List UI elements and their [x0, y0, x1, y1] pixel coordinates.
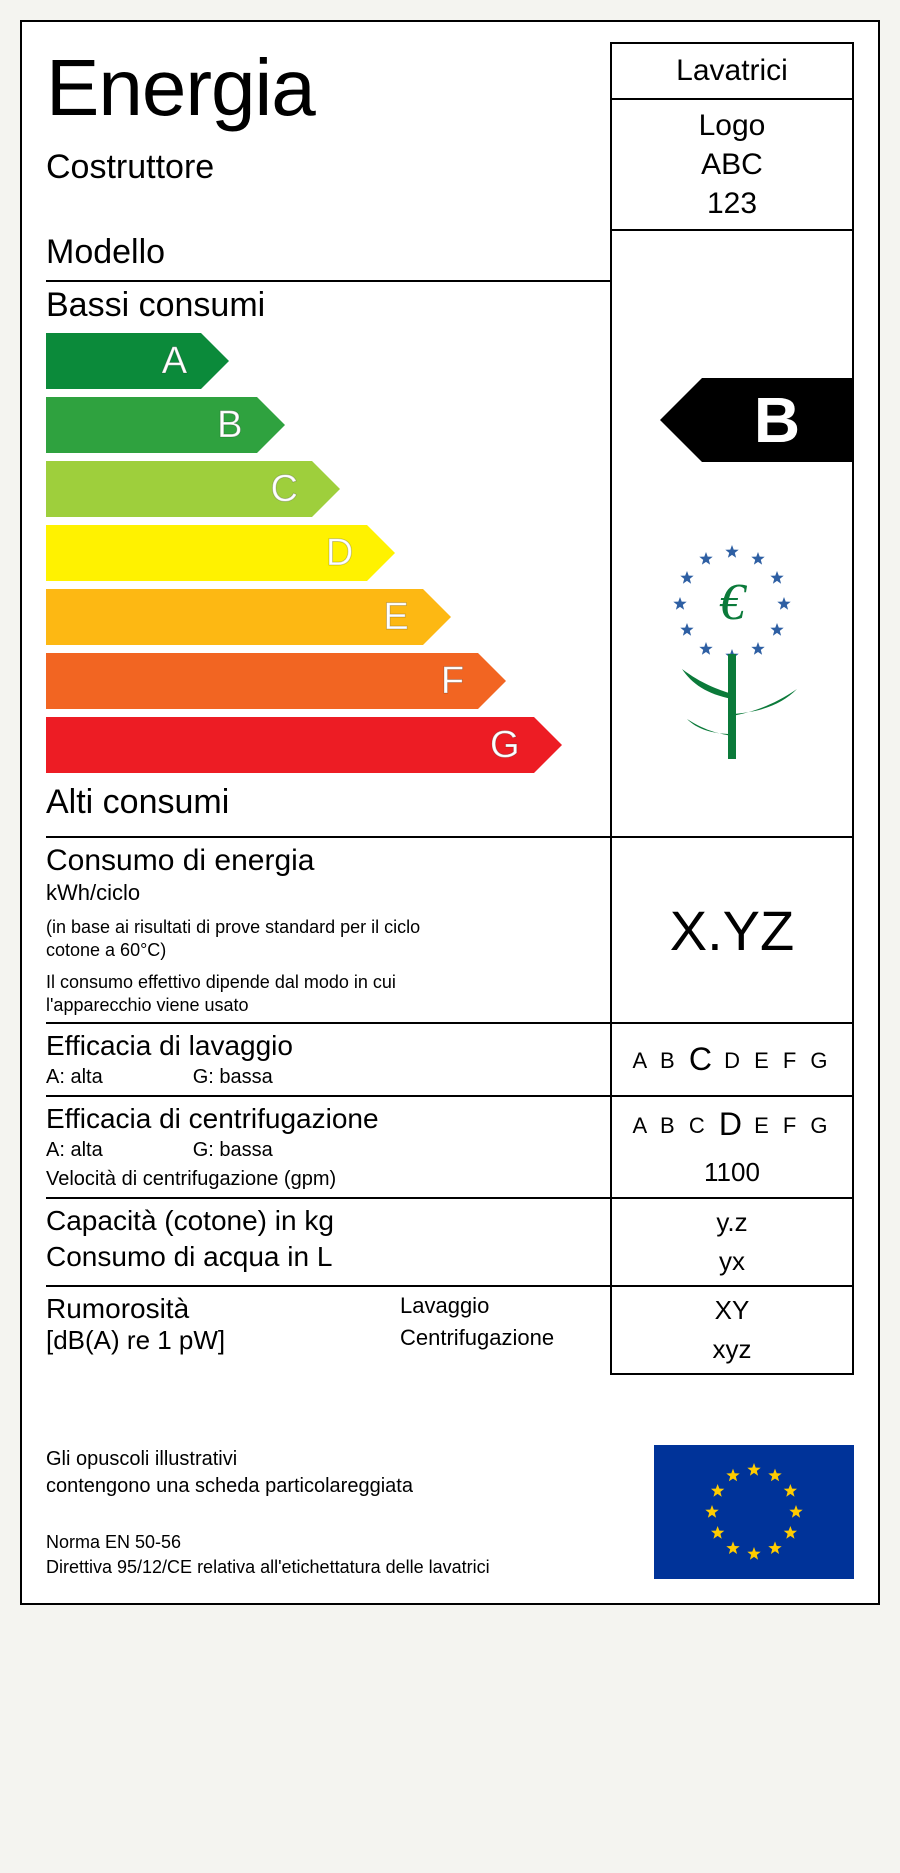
rating-bar-letter: F — [441, 660, 464, 703]
rating-bar-letter: B — [217, 404, 242, 447]
noise-labels: Rumorosità [dB(A) re 1 pW] — [46, 1293, 400, 1369]
spin-scale: A B C D E F G — [618, 1106, 846, 1143]
wash-scale: A B C D E F G — [618, 1041, 846, 1078]
spin-left: Efficacia di centrifugazione A: alta G: … — [46, 1097, 610, 1197]
rating-bar-letter: E — [383, 596, 408, 639]
logo-text: Logo — [616, 106, 848, 145]
header-right-col: Lavatrici Logo ABC 123 — [610, 42, 854, 282]
consumption-row: Consumo di energia kWh/ciclo (in base ai… — [46, 836, 854, 1022]
rating-bar-b: B — [46, 397, 600, 453]
noise-left: Rumorosità [dB(A) re 1 pW] Lavaggio Cent… — [46, 1287, 610, 1375]
wash-g-label: G: bassa — [193, 1066, 273, 1089]
rating-bars-row: Bassi consumi ABCDEFG Alti consumi B € — [46, 282, 854, 836]
footer-line2: contengono una scheda particolareggiata — [46, 1473, 634, 1500]
svg-text:€: € — [719, 574, 748, 631]
spin-a-label: A: alta — [46, 1139, 103, 1162]
ecolabel-icon: € — [612, 462, 852, 836]
rating-bar-letter: C — [270, 468, 297, 511]
footer-norm: Norma EN 50-56 — [46, 1530, 634, 1554]
rating-bar-letter: A — [162, 340, 187, 383]
page-title: Energia — [46, 42, 598, 134]
spin-scale-cell: A B C D E F G 1100 — [610, 1097, 854, 1197]
rating-bar-g: G — [46, 717, 600, 773]
consumption-value: X.YZ — [618, 898, 846, 963]
noise-spin-label: Centrifugazione — [400, 1325, 600, 1351]
rating-bars-left: Bassi consumi ABCDEFG Alti consumi — [46, 280, 610, 836]
header: Energia Costruttore Modello Lavatrici Lo… — [46, 42, 854, 282]
capacity-water-left: Capacità (cotone) in kg Consumo di acqua… — [46, 1199, 610, 1285]
noise-title: Rumorosità — [46, 1293, 400, 1325]
wash-scale-cell: A B C D E F G — [610, 1024, 854, 1095]
wash-left: Efficacia di lavaggio A: alta G: bassa — [46, 1024, 610, 1095]
wash-a-label: A: alta — [46, 1066, 103, 1089]
capacity-value: y.z — [618, 1207, 846, 1238]
noise-values: XY xyz — [610, 1287, 854, 1375]
rating-bar-f: F — [46, 653, 600, 709]
model-text: 123 — [616, 184, 848, 223]
brand-text: ABC — [616, 145, 848, 184]
rating-bar-e: E — [46, 589, 600, 645]
selected-rating-letter: B — [702, 378, 852, 462]
eu-ecolabel-icon: € — [637, 534, 827, 764]
header-left: Energia Costruttore Modello — [46, 42, 610, 282]
rating-bar-letter: D — [326, 532, 353, 575]
rating-bar-d: D — [46, 525, 600, 581]
energy-label: Energia Costruttore Modello Lavatrici Lo… — [20, 20, 880, 1605]
spin-g-label: G: bassa — [193, 1139, 273, 1162]
brand-box: Logo ABC 123 — [612, 100, 852, 231]
rating-bar-letter: G — [490, 724, 520, 767]
capacity-water-row: Capacità (cotone) in kg Consumo di acqua… — [46, 1197, 854, 1285]
spin-efficacy-row: Efficacia di centrifugazione A: alta G: … — [46, 1095, 854, 1197]
footer-text: Gli opuscoli illustrativi contengono una… — [46, 1446, 634, 1579]
spin-speed-value: 1100 — [618, 1157, 846, 1188]
rating-indicator-column: B € — [610, 282, 854, 836]
rating-bars: ABCDEFG — [46, 333, 600, 773]
noise-spin-value: xyz — [618, 1334, 846, 1365]
capacity-label: Capacità (cotone) in kg — [46, 1205, 600, 1237]
appliance-category: Lavatrici — [612, 44, 852, 100]
water-value: yx — [618, 1246, 846, 1277]
selected-rating-arrow: B — [612, 378, 852, 462]
wash-title: Efficacia di lavaggio — [46, 1030, 600, 1062]
manufacturer-label: Costruttore — [46, 148, 598, 187]
wash-sub: A: alta G: bassa — [46, 1066, 600, 1089]
rating-arrow-slot: B — [612, 282, 852, 462]
low-consumption-label: Bassi consumi — [46, 286, 600, 325]
noise-row: Rumorosità [dB(A) re 1 pW] Lavaggio Cent… — [46, 1285, 854, 1375]
consumption-note1: (in base ai risultati di prove standard … — [46, 916, 426, 961]
consumption-title: Consumo di energia — [46, 844, 600, 878]
footer-directive: Direttiva 95/12/CE relativa all'etichett… — [46, 1555, 634, 1579]
noise-mode-labels: Lavaggio Centrifugazione — [400, 1293, 600, 1369]
high-consumption-label: Alti consumi — [46, 783, 600, 822]
model-label: Modello — [46, 233, 598, 272]
consumption-left: Consumo di energia kWh/ciclo (in base ai… — [46, 838, 610, 1022]
consumption-unit: kWh/ciclo — [46, 880, 600, 906]
wash-efficacy-row: Efficacia di lavaggio A: alta G: bassa A… — [46, 1022, 854, 1095]
noise-unit: [dB(A) re 1 pW] — [46, 1325, 400, 1356]
footer-line1: Gli opuscoli illustrativi — [46, 1446, 634, 1473]
spin-sub: A: alta G: bassa — [46, 1139, 600, 1162]
footer: Gli opuscoli illustrativi contengono una… — [46, 1445, 854, 1579]
spin-speed-label: Velocità di centrifugazione (gpm) — [46, 1168, 600, 1191]
rating-bar-c: C — [46, 461, 600, 517]
rating-bar-a: A — [46, 333, 600, 389]
consumption-value-cell: X.YZ — [610, 838, 854, 1022]
eu-flag-icon — [654, 1445, 854, 1579]
consumption-note2: Il consumo effettivo dipende dal modo in… — [46, 971, 446, 1016]
noise-wash-value: XY — [618, 1295, 846, 1326]
noise-wash-label: Lavaggio — [400, 1293, 600, 1319]
capacity-water-right: y.z yx — [610, 1199, 854, 1285]
water-label: Consumo di acqua in L — [46, 1241, 600, 1273]
spin-title: Efficacia di centrifugazione — [46, 1103, 600, 1135]
